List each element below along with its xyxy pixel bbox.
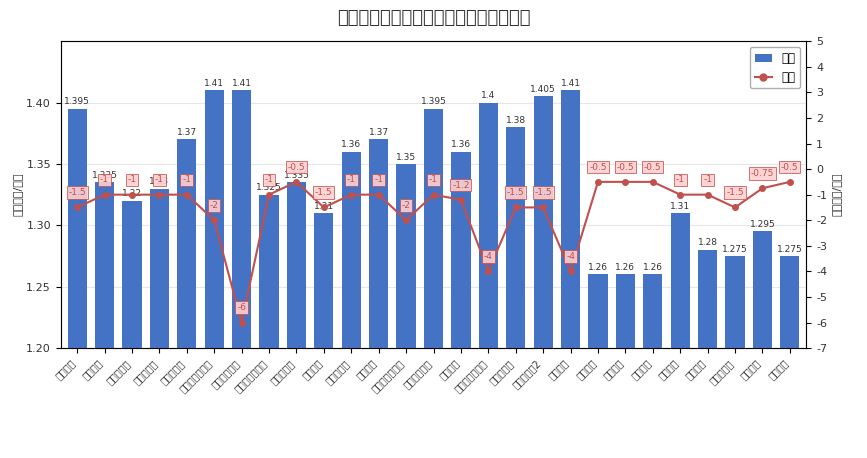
Bar [589,274,608,458]
Text: 1.275: 1.275 [777,245,803,254]
Bar [259,195,278,458]
Text: -4: -4 [566,252,575,261]
Text: -0.75: -0.75 [751,169,774,178]
Text: 1.28: 1.28 [698,239,718,247]
Bar [177,139,197,458]
Bar [506,127,525,458]
Text: 1.41: 1.41 [205,79,225,88]
Text: -4: -4 [484,252,492,261]
Text: -1: -1 [375,175,383,185]
Legend: 价格, 涨跌: 价格, 涨跌 [750,47,800,88]
Text: -1.5: -1.5 [534,188,552,197]
Text: 1.395: 1.395 [420,97,447,106]
Text: 1.26: 1.26 [642,263,662,272]
Bar [369,139,388,458]
Text: -0.5: -0.5 [644,163,662,172]
Bar [479,103,498,458]
Bar [205,90,224,458]
Text: 1.31: 1.31 [314,202,334,211]
Text: 1.41: 1.41 [561,79,581,88]
Text: 1.405: 1.405 [531,85,556,94]
Text: 1.31: 1.31 [670,202,690,211]
Text: -1: -1 [347,175,355,185]
Bar [95,182,114,458]
Text: -1: -1 [127,175,136,185]
Text: 1.295: 1.295 [750,220,775,229]
Text: 1.26: 1.26 [588,263,608,272]
Text: -6: -6 [237,303,246,312]
Text: 1.36: 1.36 [451,140,471,149]
Text: 中时通玉米变动厂家价格及涨跌情况统计: 中时通玉米变动厂家价格及涨跌情况统计 [336,9,531,27]
Bar [643,274,662,458]
Text: -1: -1 [703,175,712,185]
Text: 1.36: 1.36 [342,140,362,149]
Text: -1.2: -1.2 [453,180,470,190]
Bar [698,250,717,458]
Bar [314,213,334,458]
Bar [780,256,799,458]
Bar [424,109,443,458]
Bar [670,213,690,458]
Y-axis label: 价格（元/斤）: 价格（元/斤） [12,173,22,216]
Text: -1: -1 [182,175,192,185]
Bar [150,189,169,458]
Bar [616,274,635,458]
Bar [533,97,553,458]
Text: 1.26: 1.26 [616,263,636,272]
Y-axis label: 涨跌（分/斤）: 涨跌（分/斤） [831,173,841,216]
Text: -1.5: -1.5 [727,188,744,197]
Text: -1: -1 [675,175,685,185]
Text: 1.32: 1.32 [122,189,142,198]
Text: -1: -1 [264,175,273,185]
Text: 1.33: 1.33 [149,177,169,186]
Text: -1: -1 [429,175,438,185]
Text: -0.5: -0.5 [288,163,305,172]
Bar [68,109,87,458]
Bar [753,231,772,458]
Text: 1.37: 1.37 [368,128,388,137]
Bar [561,90,580,458]
Text: 1.335: 1.335 [284,171,310,180]
Text: 1.335: 1.335 [92,171,118,180]
Text: -0.5: -0.5 [590,163,607,172]
Text: 1.395: 1.395 [64,97,90,106]
Text: 1.4: 1.4 [481,91,495,100]
Bar [287,182,306,458]
Bar [232,90,251,458]
Text: -1.5: -1.5 [507,188,525,197]
Text: -1: -1 [155,175,164,185]
Text: -1.5: -1.5 [315,188,333,197]
Text: -0.5: -0.5 [781,163,799,172]
Text: -2: -2 [210,201,218,210]
Text: -0.5: -0.5 [616,163,634,172]
Text: 1.38: 1.38 [505,116,525,125]
Text: 1.37: 1.37 [177,128,197,137]
Bar [726,256,745,458]
Bar [396,164,415,458]
Text: -1: -1 [100,175,109,185]
Text: -1.5: -1.5 [68,188,86,197]
Text: 1.35: 1.35 [396,153,416,162]
Text: 1.275: 1.275 [722,245,748,254]
Text: -2: -2 [401,201,411,210]
Bar [452,152,471,458]
Bar [342,152,361,458]
Text: 1.41: 1.41 [231,79,251,88]
Text: 1.325: 1.325 [256,183,282,192]
Bar [122,201,141,458]
